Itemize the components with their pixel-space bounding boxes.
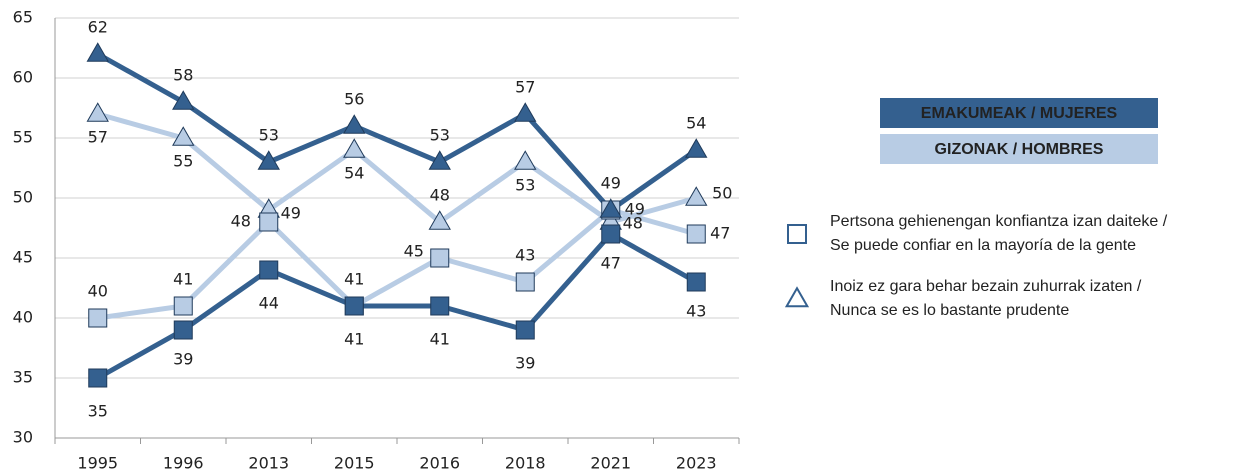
legend-label: Inoiz ez gara behar bezain zuhurrak izat… bbox=[830, 278, 1142, 295]
x-tick-label: 1995 bbox=[77, 454, 118, 473]
data-label: 49 bbox=[625, 200, 645, 219]
marker bbox=[172, 126, 195, 146]
marker bbox=[259, 212, 279, 232]
data-label: 47 bbox=[710, 224, 730, 243]
x-tick-label: 2021 bbox=[590, 454, 631, 473]
marker bbox=[515, 320, 535, 340]
marker bbox=[686, 272, 706, 292]
x-tick-label: 2016 bbox=[419, 454, 460, 473]
marker bbox=[259, 260, 279, 280]
data-label: 44 bbox=[259, 294, 279, 313]
x-tick-label: 1996 bbox=[163, 454, 204, 473]
marker bbox=[88, 308, 108, 328]
series-line bbox=[97, 207, 697, 321]
data-label: 53 bbox=[259, 126, 279, 145]
marker bbox=[787, 224, 807, 244]
legend-swatch bbox=[880, 98, 1158, 128]
marker bbox=[343, 114, 366, 134]
marker bbox=[86, 42, 109, 62]
data-label: 48 bbox=[430, 186, 450, 205]
marker bbox=[172, 90, 195, 110]
data-label: 47 bbox=[601, 254, 621, 273]
data-label: 49 bbox=[281, 204, 301, 223]
data-label: 57 bbox=[88, 128, 108, 147]
marker bbox=[88, 368, 108, 388]
marker bbox=[173, 320, 193, 340]
data-label: 48 bbox=[231, 212, 251, 231]
data-label: 43 bbox=[686, 302, 706, 321]
data-label: 54 bbox=[344, 164, 364, 183]
marker bbox=[428, 210, 451, 230]
marker bbox=[686, 224, 706, 244]
data-label: 41 bbox=[173, 270, 193, 289]
data-label: 39 bbox=[515, 354, 535, 373]
series-line bbox=[96, 230, 698, 381]
marker bbox=[685, 186, 708, 206]
marker bbox=[173, 296, 193, 316]
legend-swatch bbox=[880, 134, 1158, 164]
data-label: 57 bbox=[515, 78, 535, 97]
data-label: 62 bbox=[88, 18, 108, 37]
data-label: 43 bbox=[515, 246, 535, 265]
marker bbox=[430, 296, 450, 316]
data-label: 40 bbox=[88, 282, 108, 301]
data-label: 50 bbox=[712, 184, 732, 203]
data-label: 58 bbox=[173, 66, 193, 85]
y-tick-label: 50 bbox=[13, 188, 33, 207]
marker bbox=[601, 224, 621, 244]
data-label: 45 bbox=[404, 242, 424, 261]
marker bbox=[343, 138, 366, 158]
marker bbox=[257, 150, 280, 170]
legend-label: EMAKUMEAK / MUJERES bbox=[921, 105, 1118, 122]
data-label: 39 bbox=[173, 350, 193, 369]
marker bbox=[514, 102, 537, 122]
series-line bbox=[96, 51, 698, 214]
data-label: 55 bbox=[173, 152, 193, 171]
y-tick-label: 45 bbox=[13, 248, 33, 267]
marker bbox=[514, 150, 537, 170]
marker bbox=[599, 198, 622, 218]
data-label: 54 bbox=[686, 114, 706, 133]
x-tick-label: 2023 bbox=[676, 454, 717, 473]
marker bbox=[430, 248, 450, 268]
y-tick-label: 35 bbox=[13, 368, 33, 387]
legend-label: Pertsona gehienengan konfiantza izan dai… bbox=[830, 213, 1168, 230]
legend-label: Nunca se es lo bastante prudente bbox=[830, 302, 1069, 319]
data-label: 41 bbox=[430, 330, 450, 349]
y-tick-label: 65 bbox=[13, 8, 33, 27]
legend-label: GIZONAK / HOMBRES bbox=[935, 141, 1104, 158]
data-label: 49 bbox=[601, 174, 621, 193]
y-tick-label: 40 bbox=[13, 308, 33, 327]
y-tick-label: 55 bbox=[13, 128, 33, 147]
x-tick-label: 2015 bbox=[334, 454, 375, 473]
data-label: 53 bbox=[430, 126, 450, 145]
marker bbox=[685, 138, 708, 158]
marker bbox=[515, 272, 535, 292]
y-tick-label: 30 bbox=[13, 428, 33, 447]
data-label: 41 bbox=[344, 330, 364, 349]
data-label: 41 bbox=[344, 270, 364, 289]
marker bbox=[86, 102, 109, 122]
x-tick-label: 2018 bbox=[505, 454, 546, 473]
marker bbox=[428, 150, 451, 170]
data-label: 53 bbox=[515, 176, 535, 195]
marker bbox=[344, 296, 364, 316]
series-line bbox=[97, 111, 697, 226]
legend-label: Se puede confiar en la mayoría de la gen… bbox=[830, 237, 1136, 254]
data-label: 35 bbox=[88, 402, 108, 421]
x-tick-label: 2013 bbox=[248, 454, 289, 473]
marker bbox=[784, 286, 810, 308]
y-tick-label: 60 bbox=[13, 68, 33, 87]
data-label: 56 bbox=[344, 90, 364, 109]
data-label: 48 bbox=[623, 214, 643, 233]
